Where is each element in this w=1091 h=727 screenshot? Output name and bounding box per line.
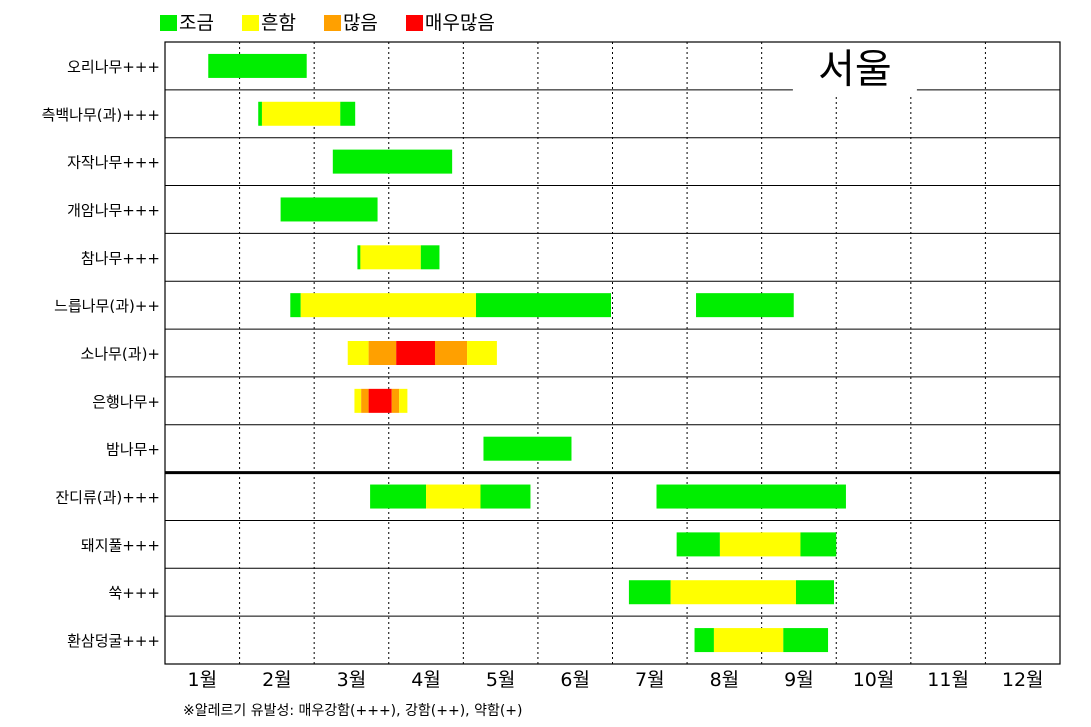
bar-segment bbox=[476, 293, 612, 318]
bar-segment bbox=[670, 580, 796, 605]
legend-item-many: 많음 bbox=[323, 12, 378, 34]
row-label: 환삼덩굴+++ bbox=[67, 632, 160, 650]
legend-swatch-very-many bbox=[405, 15, 423, 31]
month-tick-label: 8월 bbox=[710, 669, 740, 691]
month-tick-label: 5월 bbox=[486, 669, 516, 691]
legend-swatch-low bbox=[160, 15, 177, 31]
panel-label: 서울 bbox=[818, 46, 892, 92]
row-label: 측백나무(과)+++ bbox=[42, 106, 160, 124]
row-label: 소나무(과)+ bbox=[81, 345, 160, 363]
legend-swatch-common bbox=[241, 15, 259, 31]
plot-frame bbox=[164, 41, 1061, 665]
bar-segment bbox=[420, 245, 440, 270]
bar-segment bbox=[628, 580, 671, 605]
bar-segment bbox=[300, 293, 477, 318]
row-label: 개암나무+++ bbox=[67, 201, 160, 219]
legend-label-common: 흔함 bbox=[260, 12, 296, 34]
bar-segment bbox=[713, 628, 784, 653]
month-tick-label: 7월 bbox=[635, 669, 665, 691]
legend-swatch-many bbox=[323, 15, 341, 31]
bar-segment bbox=[426, 484, 481, 509]
bar-segment bbox=[696, 293, 794, 318]
bar-segment bbox=[261, 101, 341, 126]
legend-item-very-many: 매우많음 bbox=[405, 12, 495, 34]
row-label: 은행나무+ bbox=[92, 393, 160, 411]
footnote: ※알레르기 유발성: 매우강함(+++), 강함(++), 약함(+) bbox=[183, 703, 523, 719]
month-tick-label: 2월 bbox=[262, 669, 292, 691]
bar-segment bbox=[370, 484, 427, 509]
bar-segment bbox=[280, 197, 378, 222]
legend-item-low: 조금 bbox=[160, 12, 214, 34]
bar-segment bbox=[258, 101, 262, 126]
month-tick-label: 4월 bbox=[411, 669, 441, 691]
row-label: 돼지풀+++ bbox=[81, 536, 160, 554]
bar-segment bbox=[434, 341, 468, 365]
bar-segment bbox=[800, 532, 837, 557]
month-tick-label: 11월 bbox=[927, 669, 969, 691]
bar-segment bbox=[290, 293, 301, 318]
bar-segment bbox=[656, 484, 846, 509]
row-label: 잔디류(과)+++ bbox=[55, 489, 160, 507]
panel-label-box bbox=[792, 40, 917, 97]
bar-segment bbox=[480, 484, 531, 509]
bar-segment bbox=[719, 532, 801, 557]
bar-segment bbox=[368, 341, 397, 365]
bar-segment bbox=[467, 341, 497, 365]
row-label: 참나무+++ bbox=[81, 249, 160, 267]
month-tick-label: 1월 bbox=[188, 669, 218, 691]
bar-segment bbox=[783, 628, 829, 653]
month-tick-label: 9월 bbox=[784, 669, 814, 691]
bar-segment bbox=[347, 341, 369, 365]
month-tick-label: 6월 bbox=[560, 669, 590, 691]
month-tick-label: 12월 bbox=[1002, 669, 1044, 691]
legend-label-many: 많음 bbox=[342, 12, 378, 34]
bar-segment bbox=[208, 53, 307, 78]
bar-segment bbox=[340, 101, 356, 126]
legend-label-very-many: 매우많음 bbox=[424, 12, 495, 34]
row-label: 밤나무+ bbox=[106, 441, 160, 459]
bar-segment bbox=[360, 245, 421, 270]
bar-segment bbox=[399, 388, 408, 413]
month-tick-label: 10월 bbox=[853, 669, 895, 691]
month-tick-label: 3월 bbox=[337, 669, 367, 691]
bar-segment bbox=[694, 628, 714, 653]
row-label: 자작나무+++ bbox=[67, 154, 160, 172]
bar-segment bbox=[396, 341, 435, 365]
bar-segment bbox=[368, 388, 392, 413]
row-label: 오리나무+++ bbox=[67, 58, 160, 76]
bar-segment bbox=[354, 388, 362, 413]
row-label: 느릅나무(과)++ bbox=[54, 297, 160, 315]
bar-segment bbox=[361, 388, 369, 413]
legend-label-low: 조금 bbox=[179, 12, 214, 34]
legend-item-common: 흔함 bbox=[241, 12, 296, 34]
row-label: 쑥+++ bbox=[108, 584, 160, 602]
bar-segment bbox=[391, 388, 400, 413]
bar-segment bbox=[795, 580, 835, 605]
bar-segment bbox=[332, 149, 453, 174]
bar-segment bbox=[676, 532, 720, 557]
bar-segment bbox=[357, 245, 361, 270]
bar-segment bbox=[483, 436, 572, 461]
chart-legend: 조금 흔함 많음 매우많음 bbox=[160, 12, 495, 34]
